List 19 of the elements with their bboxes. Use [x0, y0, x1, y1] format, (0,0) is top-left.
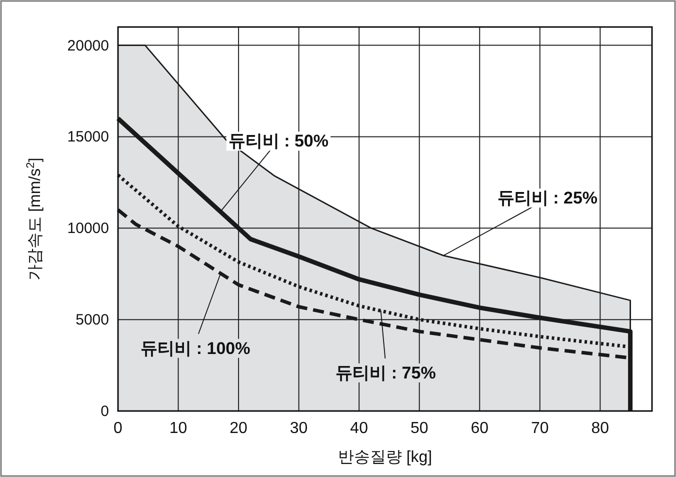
y-tick-label: 0 [100, 403, 109, 420]
x-tick-label: 60 [470, 420, 489, 437]
x-tick-label: 80 [591, 420, 610, 437]
x-tick-label: 20 [230, 420, 248, 437]
x-tick-label: 40 [350, 420, 368, 437]
annotation: 듀티비 : 75% [336, 363, 436, 382]
annotation: 듀티비 : 100% [140, 338, 250, 358]
annotation: 듀티비 : 50% [228, 132, 329, 151]
x-tick-label: 10 [169, 420, 188, 437]
x-tick-label: 50 [410, 420, 428, 437]
annotation: 듀티비 : 25% [497, 188, 598, 208]
y-tick-label: 5000 [76, 312, 109, 329]
y-tick-label: 20000 [67, 37, 109, 54]
y-tick-label: 15000 [67, 128, 109, 146]
x-tick-label: 0 [114, 420, 123, 437]
x-tick-label: 70 [531, 420, 549, 437]
y-tick-label: 10000 [67, 220, 109, 238]
x-axis-title: 반송질량 [kg] [338, 449, 432, 466]
x-tick-label: 30 [290, 420, 308, 437]
